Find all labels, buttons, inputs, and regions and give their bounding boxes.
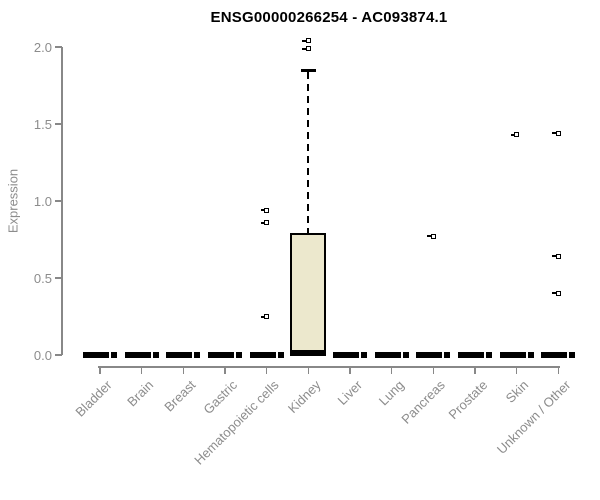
x-tick (557, 366, 560, 374)
chart-title: ENSG00000266254 - AC093874.1 (210, 9, 448, 26)
outlier-point (430, 233, 436, 239)
collapsed-box-bar (333, 352, 367, 358)
collapsed-box-bar (249, 352, 284, 358)
collapsed-box-bar (416, 352, 451, 358)
x-tick (307, 366, 310, 374)
x-tick (99, 366, 101, 374)
x-tick-label: Prostate (445, 377, 490, 423)
y-tick (55, 354, 62, 356)
y-tick-label: 1.5 (33, 116, 52, 132)
outlier-tick (260, 315, 265, 318)
collapsed-box-bar (124, 352, 159, 358)
collapsed-box-bar (458, 352, 492, 358)
whisker-cap (300, 69, 316, 72)
x-tick-label: Bladder (72, 377, 115, 420)
outlier-tick (260, 221, 265, 224)
x-tick-label: Pancreas (398, 377, 449, 427)
outlier-tick (552, 132, 556, 135)
outlier-point (264, 207, 270, 213)
x-tick-label: Skin (503, 377, 532, 406)
x-tick-label: Breast (161, 377, 199, 415)
x-tick (390, 366, 393, 374)
x-tick-label: Brain (124, 377, 157, 410)
x-tick-label: Unknown / Other (493, 377, 574, 457)
y-tick-label: 1.0 (33, 193, 52, 209)
x-tick (182, 366, 185, 374)
outlier-point (555, 290, 561, 296)
outlier-tick (260, 209, 265, 212)
y-tick-label: 0.0 (33, 347, 52, 363)
x-tick (265, 366, 268, 374)
outlier-tick (552, 292, 556, 295)
x-tick (432, 366, 435, 374)
y-tick (55, 200, 62, 202)
box (290, 233, 327, 352)
y-tick-label: 2.0 (33, 39, 52, 55)
x-tick-label: Kidney (284, 377, 324, 417)
collapsed-box-bar (83, 352, 117, 358)
median-line (290, 350, 327, 357)
outlier-tick (510, 133, 515, 136)
outlier-point (305, 38, 311, 44)
collapsed-box-bar (541, 352, 576, 358)
y-tick (55, 123, 62, 125)
x-tick (474, 366, 476, 374)
x-tick-label: Gastric (200, 377, 240, 418)
upper-whisker (307, 72, 310, 234)
x-tick (140, 366, 143, 374)
outlier-point (264, 220, 270, 226)
outlier-tick (552, 255, 556, 258)
y-tick-label: 0.5 (33, 270, 52, 286)
outlier-tick (427, 235, 431, 238)
collapsed-box-bar (499, 352, 534, 358)
x-tick (349, 366, 351, 374)
x-tick-label: Lung (375, 377, 407, 409)
y-tick (55, 277, 62, 279)
outlier-tick (302, 39, 306, 42)
x-tick-label: Liver (334, 377, 365, 408)
outlier-point (514, 132, 520, 138)
x-tick (224, 366, 226, 374)
outlier-point (264, 314, 270, 319)
outlier-tick (302, 47, 306, 50)
outlier-point (305, 46, 311, 52)
x-tick (515, 366, 518, 374)
x-axis-line (98, 366, 560, 368)
collapsed-box-bar (208, 352, 242, 358)
outlier-point (555, 253, 561, 259)
collapsed-box-bar (374, 352, 409, 358)
collapsed-box-bar (166, 352, 201, 358)
y-tick (55, 46, 62, 48)
outlier-point (555, 130, 561, 136)
